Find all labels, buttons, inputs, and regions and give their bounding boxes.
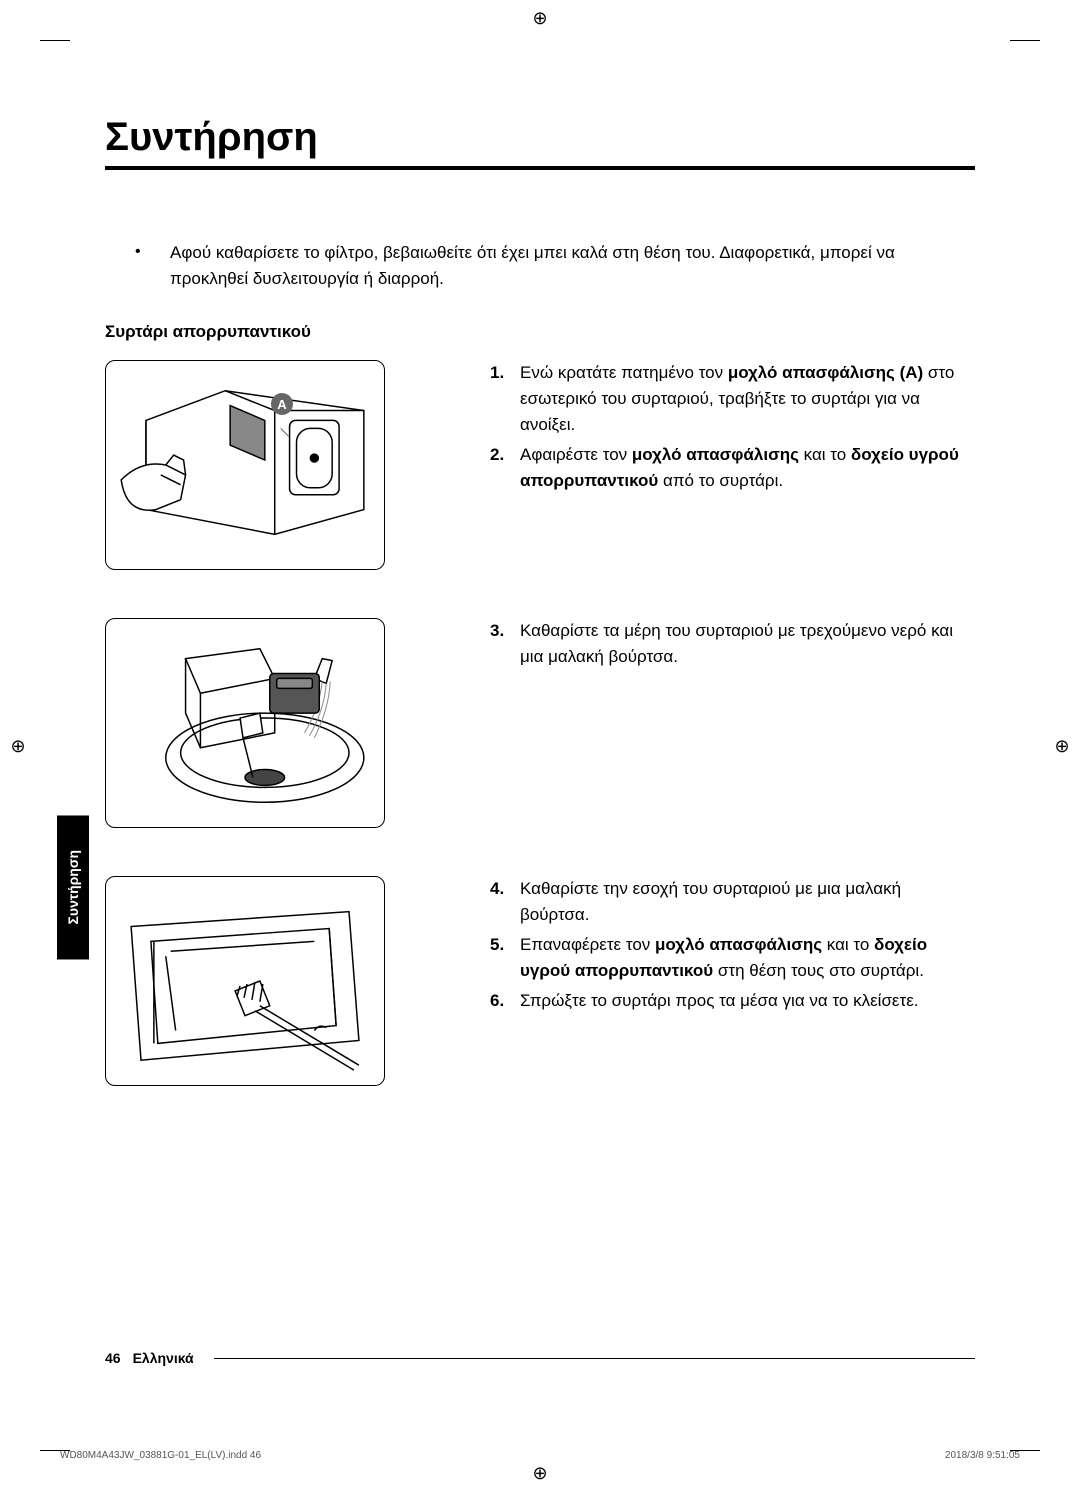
step-number: 2.: [490, 442, 520, 494]
step-item: 3.Καθαρίστε τα μέρη του συρταριού με τρε…: [490, 618, 975, 670]
step-text: Επαναφέρετε τον μοχλό απασφάλισης και το…: [520, 932, 975, 984]
step-item: 2.Αφαιρέστε τον μοχλό απασφάλισης και το…: [490, 442, 975, 494]
step-list-2: 3.Καθαρίστε τα μέρη του συρταριού με τρε…: [490, 618, 975, 828]
step-item: 4.Καθαρίστε την εσοχή του συρταριού με μ…: [490, 876, 975, 928]
side-tab: Συντήρηση: [57, 815, 89, 959]
step-text: Καθαρίστε τα μέρη του συρταριού με τρεχο…: [520, 618, 975, 670]
registration-mark-icon: ⊕: [530, 8, 550, 28]
page-title: Συντήρηση: [105, 115, 975, 170]
step-item: 5.Επαναφέρετε τον μοχλό απασφάλισης και …: [490, 932, 975, 984]
print-meta-file: WD80M4A43JW_03881G-01_EL(LV).indd 46: [60, 1450, 261, 1461]
step-list-3: 4.Καθαρίστε την εσοχή του συρταριού με μ…: [490, 876, 975, 1086]
step-block-3: 4.Καθαρίστε την εσοχή του συρταριού με μ…: [105, 876, 975, 1086]
subsection-title: Συρτάρι απορρυπαντικού: [105, 322, 975, 342]
figure-drawer-open: A: [105, 360, 385, 570]
step-block-1: A 1.Ενώ κρατάτε πατημένο τον μοχλό απασφ…: [105, 360, 975, 570]
step-text: Καθαρίστε την εσοχή του συρταριού με μια…: [520, 876, 975, 928]
registration-mark-icon: ⊕: [530, 1463, 550, 1483]
step-list-1: 1.Ενώ κρατάτε πατημένο τον μοχλό απασφάλ…: [490, 360, 975, 570]
step-text: Ενώ κρατάτε πατημένο τον μοχλό απασφάλισ…: [520, 360, 975, 438]
step-text: Σπρώξτε το συρτάρι προς τα μέσα για να τ…: [520, 988, 975, 1014]
registration-mark-icon: ⊕: [1052, 736, 1072, 756]
step-number: 1.: [490, 360, 520, 438]
footer-rule: [214, 1358, 975, 1359]
language-label: Ελληνικά: [133, 1350, 194, 1366]
page-footer: 46 Ελληνικά: [105, 1350, 975, 1366]
step-number: 4.: [490, 876, 520, 928]
bullet-icon: •: [135, 240, 170, 292]
page-content: Συντήρηση • Αφού καθαρίσετε το φίλτρο, β…: [105, 115, 975, 1411]
step-number: 5.: [490, 932, 520, 984]
step-number: 6.: [490, 988, 520, 1014]
step-number: 3.: [490, 618, 520, 670]
crop-mark: [40, 40, 70, 41]
step-item: 6.Σπρώξτε το συρτάρι προς τα μέσα για να…: [490, 988, 975, 1014]
figure-clean-parts: [105, 618, 385, 828]
registration-mark-icon: ⊕: [8, 736, 28, 756]
bullet-text: Αφού καθαρίσετε το φίλτρο, βεβαιωθείτε ό…: [170, 240, 975, 292]
print-meta-timestamp: 2018/3/8 9:51:05: [945, 1450, 1020, 1461]
crop-mark: [1010, 40, 1040, 41]
label-a-badge: A: [271, 393, 293, 415]
step-text: Αφαιρέστε τον μοχλό απασφάλισης και το δ…: [520, 442, 975, 494]
figure-clean-recess: [105, 876, 385, 1086]
bullet-item: • Αφού καθαρίσετε το φίλτρο, βεβαιωθείτε…: [135, 240, 975, 292]
page-number: 46: [105, 1350, 121, 1366]
step-item: 1.Ενώ κρατάτε πατημένο τον μοχλό απασφάλ…: [490, 360, 975, 438]
step-block-2: 3.Καθαρίστε τα μέρη του συρταριού με τρε…: [105, 618, 975, 828]
